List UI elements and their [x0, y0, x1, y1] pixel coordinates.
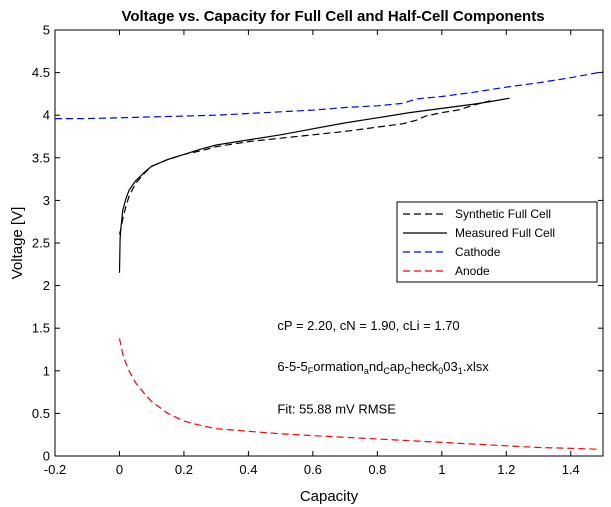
y-axis-ticks: 0 0.5 1 1.5 2 2.5 3 3.5 4 4.5 5	[32, 23, 603, 464]
x-axis-label: Capacity	[300, 488, 359, 505]
legend-entry-label: Anode	[455, 264, 490, 278]
annotation-text: 6-5-5FormationandCapCheck0031.xlsx	[277, 359, 489, 376]
annotations: cP = 2.20, cN = 1.90, cLi = 1.70 6-5-5For…	[277, 318, 489, 416]
annotation-text: Fit: 55.88 mV RMSE	[277, 401, 396, 416]
series-line-synthetic-full-cell	[118, 100, 491, 235]
legend-entry-label: Cathode	[455, 245, 501, 259]
legend: Synthetic Full Cell Measured Full Cell Cat…	[396, 201, 598, 283]
y-tick-label: 3	[43, 193, 50, 208]
series-line-cathode	[55, 71, 603, 120]
annotation-text: cP = 2.20, cN = 1.90, cLi = 1.70	[277, 318, 459, 333]
y-axis-label: Voltage [V]	[9, 207, 26, 280]
x-tick-label: 0.6	[304, 462, 322, 477]
y-tick-label: 0	[43, 449, 50, 464]
y-tick-label: 4.5	[32, 65, 50, 80]
y-tick-label: 2.5	[32, 236, 50, 251]
chart-title: Voltage vs. Capacity for Full Cell and H…	[121, 8, 544, 25]
x-tick-label: 1	[438, 462, 445, 477]
y-tick-label: 5	[43, 23, 50, 38]
y-tick-label: 3.5	[32, 150, 50, 165]
y-tick-label: 2	[43, 278, 50, 293]
x-tick-label: 0.4	[239, 462, 257, 477]
x-tick-label: 1.4	[562, 462, 580, 477]
x-tick-label: 0.2	[175, 462, 193, 477]
series-lines	[55, 71, 603, 450]
legend-entry-label: Synthetic Full Cell	[455, 207, 551, 221]
y-tick-label: 1.5	[32, 321, 50, 336]
x-axis-ticks: -0.2 0 0.2 0.4 0.6 0.8 1 1.2 1.4	[44, 30, 580, 477]
x-tick-label: 1.2	[497, 462, 515, 477]
legend-entry-label: Measured Full Cell	[455, 226, 555, 240]
y-tick-label: 4	[43, 108, 50, 123]
legend-box	[396, 201, 598, 283]
x-tick-label: 0	[116, 462, 123, 477]
series-line-anode	[118, 338, 597, 450]
y-tick-label: 0.5	[32, 406, 50, 421]
y-tick-label: 1	[43, 363, 50, 378]
x-tick-label: 0.8	[368, 462, 386, 477]
series-line-measured-full-cell	[118, 97, 510, 273]
x-tick-label: -0.2	[44, 462, 66, 477]
